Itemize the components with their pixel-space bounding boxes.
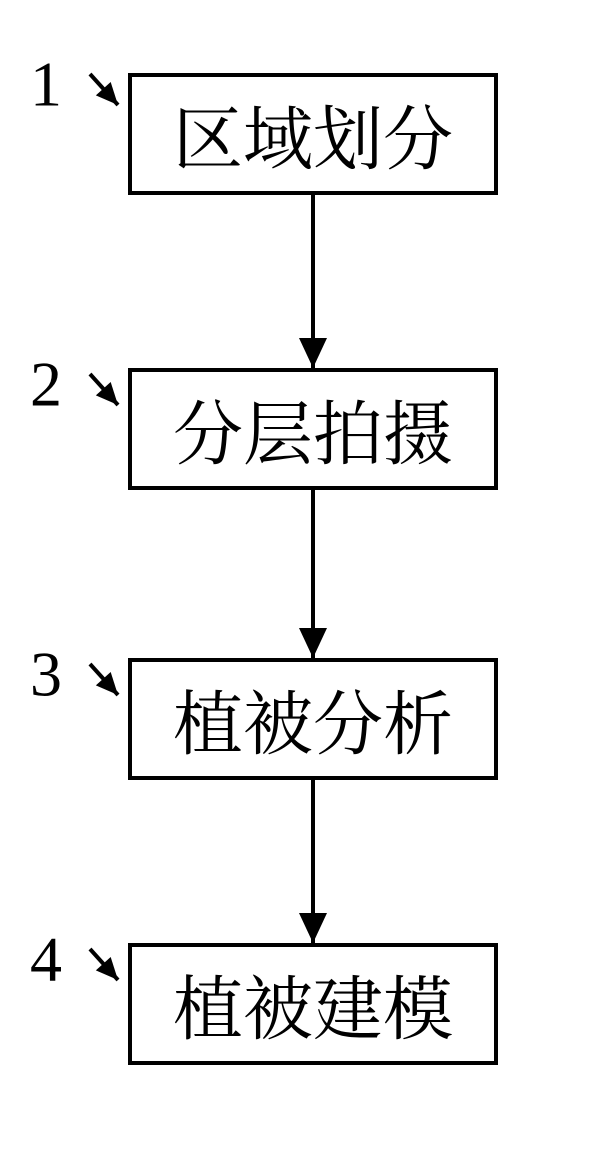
- flow-node-n4: 植被建模: [130, 945, 496, 1063]
- flow-node-n1: 区域划分: [130, 75, 496, 193]
- flow-node-text: 分层拍摄: [173, 379, 453, 480]
- flow-node-text: 植被建模: [173, 954, 453, 1055]
- flow-node-n3: 植被分析: [130, 660, 496, 778]
- callout-label: 4: [30, 924, 62, 995]
- flow-node-n2: 分层拍摄: [130, 370, 496, 488]
- callout-label: 3: [30, 639, 62, 710]
- flow-node-text: 植被分析: [173, 669, 453, 770]
- callout-label: 1: [30, 49, 62, 120]
- flowchart: 区域划分 1 分层拍摄 2 植被分析 3 植被建模 4: [0, 0, 590, 1163]
- callout-label: 2: [30, 349, 62, 420]
- flow-node-text: 区域划分: [173, 84, 453, 185]
